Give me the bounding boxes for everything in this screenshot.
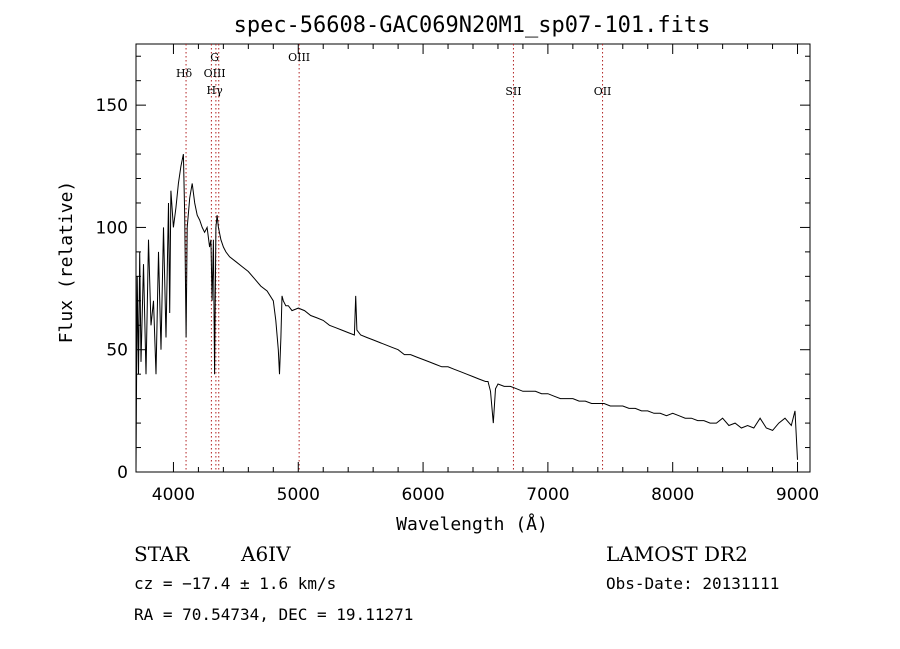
reference-line-label: G xyxy=(210,51,219,64)
y-axis-ticks: 0 50 100 150 xyxy=(96,55,810,483)
reference-line-label: OII xyxy=(594,85,612,98)
y-tick-label: 50 xyxy=(106,341,128,361)
subclass: A6IV xyxy=(240,542,291,566)
survey-name: LAMOST DR2 xyxy=(606,542,748,566)
y-tick-label: 100 xyxy=(96,218,128,238)
y-axis-label: Flux (relative) xyxy=(56,181,77,344)
x-tick-label: 8000 xyxy=(651,485,694,505)
coordinates: RA = 70.54734, DEC = 19.11271 xyxy=(134,605,413,624)
object-class: STAR xyxy=(134,542,190,566)
x-tick-label: 9000 xyxy=(776,485,819,505)
x-axis-label: Wavelength (Å) xyxy=(396,513,548,535)
reference-line-label: SII xyxy=(505,85,521,98)
obs-date: Obs-Date: 20131111 xyxy=(606,574,779,593)
reference-line-label: OIII xyxy=(288,51,310,64)
x-tick-label: 5000 xyxy=(277,485,320,505)
reference-line-label: OIII xyxy=(204,67,226,80)
plot-frame xyxy=(135,43,811,473)
y-tick-label: 150 xyxy=(96,96,128,116)
cz-value: cz = −17.4 ± 1.6 km/s xyxy=(134,574,336,593)
reference-line-label: Hδ xyxy=(176,67,193,80)
reference-lines xyxy=(185,44,604,472)
x-axis-ticks: 4000 5000 6000 7000 8000 9000 xyxy=(152,44,819,505)
reference-line-label: Hγ xyxy=(207,84,224,97)
reference-line-labels: Hδ G Hγ OIII OIII SII OII xyxy=(176,51,611,98)
x-tick-label: 6000 xyxy=(401,485,444,505)
spectrum-line xyxy=(135,153,798,473)
x-tick-label: 4000 xyxy=(152,485,195,505)
x-tick-label: 7000 xyxy=(526,485,569,505)
chart-title: spec-56608-GAC069N20M1_sp07-101.fits xyxy=(234,13,711,38)
y-tick-label: 0 xyxy=(117,463,128,483)
